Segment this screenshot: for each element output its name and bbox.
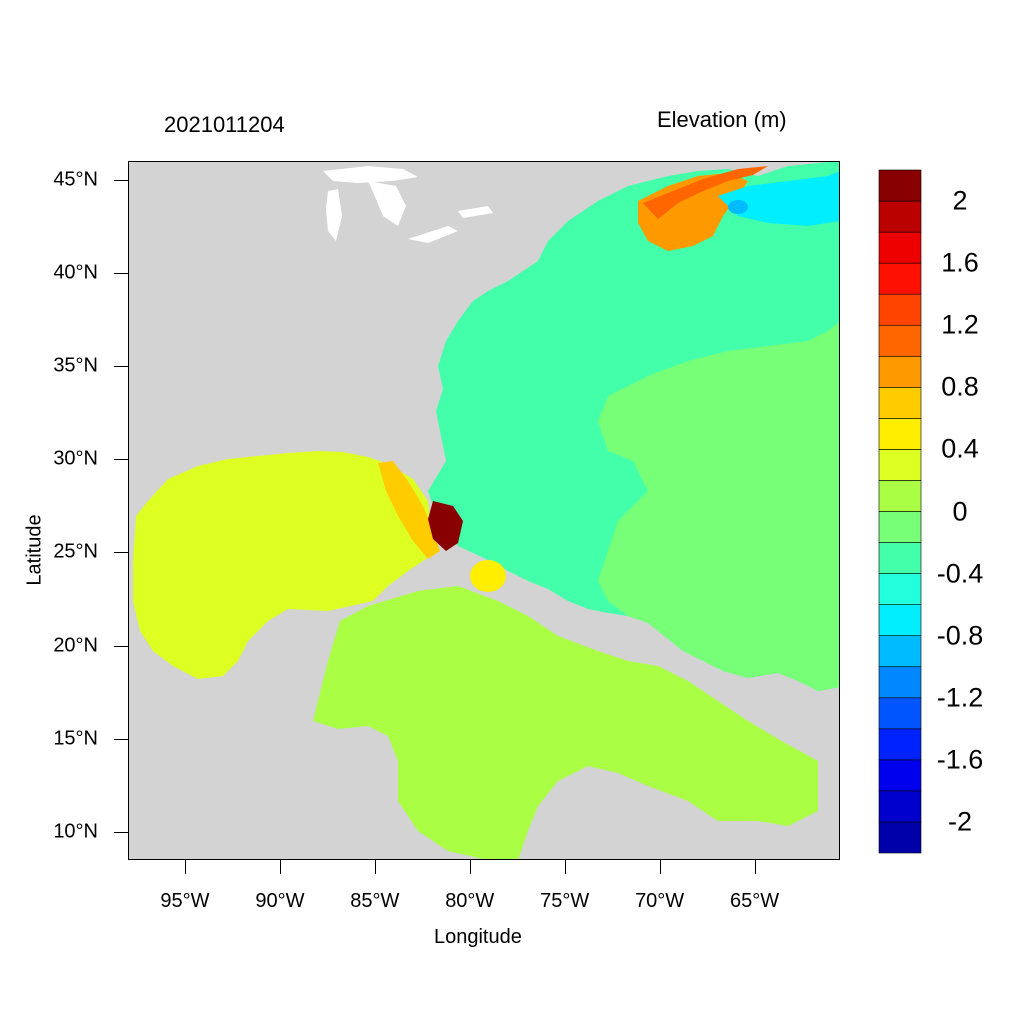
latitude-tick-mark: [114, 366, 128, 368]
colorbar-label: 0: [952, 496, 968, 526]
colorbar-segment: [878, 200, 922, 233]
colorbar-label: 2: [952, 185, 968, 216]
south-florida-high: [428, 501, 463, 551]
colorbar-segment: [878, 480, 922, 512]
latitude-tick-mark: [114, 832, 128, 834]
colorbar-segment: [878, 728, 922, 761]
gulf-of-mexico: [133, 451, 433, 679]
nova-scotia-low: [728, 200, 748, 214]
colorbar-segment: [878, 604, 922, 636]
longitude-tick-mark: [469, 860, 471, 874]
latitude-tick-mark: [114, 459, 128, 461]
latitude-tick-mark: [114, 272, 128, 274]
gulf-of-maine-surge: [638, 173, 748, 251]
colorbar-segment: [878, 387, 922, 419]
colorbar-segment: [878, 573, 922, 605]
longitude-tick-mark: [564, 860, 566, 874]
longitude-tick-label: 70°W: [635, 890, 685, 912]
map-border: [128, 161, 840, 860]
atlantic-offshore-zone: [598, 321, 840, 691]
latitude-tick-label: 10°N: [53, 820, 98, 843]
colorbar-segment: [878, 324, 922, 357]
lake-superior: [323, 166, 418, 183]
x-axis-label: Longitude: [434, 926, 522, 948]
elevation-map: [128, 161, 840, 860]
nova-scotia-shelf: [718, 171, 840, 226]
y-axis-label: Latitude: [23, 514, 46, 586]
longitude-tick-label: 95°W: [160, 890, 210, 912]
latitude-tick-mark: [114, 738, 128, 740]
longitude-tick-mark: [184, 860, 186, 874]
colorbar-label: 1.6: [941, 247, 979, 278]
colorbar: [878, 169, 922, 854]
colorbar-segment: [878, 262, 922, 295]
colorbar-segment: [878, 449, 922, 481]
colorbar-label: -2: [947, 806, 972, 837]
colorbar-segment: [878, 790, 922, 823]
longitude-tick-label: 80°W: [445, 890, 495, 912]
colorbar-segment: [878, 169, 922, 202]
colorbar-segment: [878, 231, 922, 264]
timestamp-label: 2021011204: [164, 112, 285, 137]
longitude-tick-mark: [374, 860, 376, 874]
new-england-coast-surge: [643, 166, 768, 219]
variable-title: Elevation (m): [657, 107, 787, 132]
latitude-tick-mark: [114, 552, 128, 554]
colorbar-segment: [878, 355, 922, 388]
longitude-tick-mark: [659, 860, 661, 874]
colorbar-segment: [878, 635, 922, 668]
colorbar-segment: [878, 293, 922, 326]
latitude-tick-label: 30°N: [53, 447, 98, 470]
latitude-tick-label: 20°N: [53, 634, 98, 657]
longitude-tick-mark: [754, 860, 756, 874]
colorbar-segment: [878, 418, 922, 450]
latitude-tick-mark: [114, 179, 128, 181]
latitude-tick-label: 25°N: [53, 540, 98, 563]
florida-gulf-surge: [378, 461, 440, 559]
latitude-tick-label: 45°N: [53, 168, 98, 191]
longitude-tick-label: 85°W: [350, 890, 400, 912]
colorbar-segment: [878, 542, 922, 574]
colorbar-segment: [878, 666, 922, 699]
latitude-tick-label: 15°N: [53, 727, 98, 750]
colorbar-label: -0.4: [936, 558, 984, 589]
bahamas-bank: [470, 560, 506, 592]
colorbar-label: 0.8: [941, 371, 979, 402]
lake-michigan: [326, 189, 342, 241]
colorbar-label: 1.2: [941, 309, 979, 340]
longitude-tick-label: 65°W: [729, 890, 780, 912]
latitude-tick-label: 35°N: [53, 354, 98, 377]
latitude-tick-label: 40°N: [53, 261, 98, 284]
longitude-tick-mark: [279, 860, 281, 874]
colorbar-label: -1.6: [936, 744, 984, 775]
colorbar-label: -0.8: [936, 620, 984, 651]
longitude-tick-label: 90°W: [255, 890, 305, 912]
colorbar-label: -1.2: [936, 682, 984, 713]
latitude-tick-mark: [114, 645, 128, 647]
lake-erie: [408, 226, 458, 243]
colorbar-segment: [878, 511, 922, 543]
lake-huron: [368, 181, 406, 226]
colorbar-segment: [878, 697, 922, 730]
caribbean-sea: [313, 586, 818, 860]
y-axis-title: Latitude: [20, 470, 50, 630]
colorbar-segment: [878, 759, 922, 792]
colorbar-segment: [878, 821, 922, 854]
longitude-tick-label: 75°W: [540, 890, 590, 912]
lake-ontario: [458, 206, 493, 218]
colorbar-label: 0.4: [941, 433, 979, 464]
